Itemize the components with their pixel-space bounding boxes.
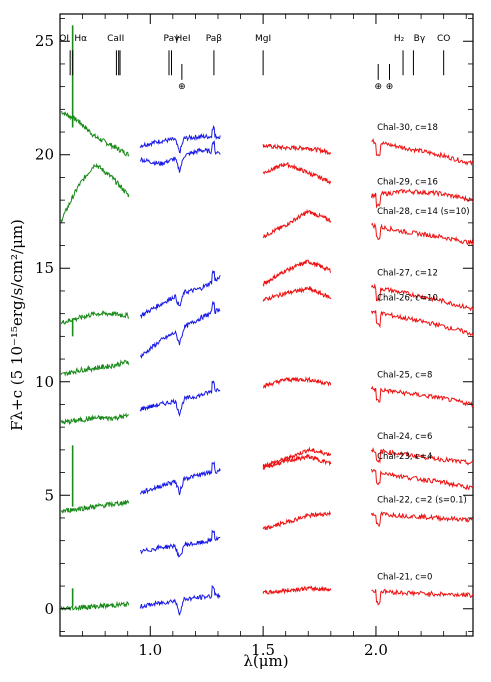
x-tick-label: 1.5: [251, 641, 275, 659]
curve-label: Chal-30, c=18: [377, 123, 438, 133]
spectrum-h-curve: [262, 453, 332, 470]
y-tick-label: 0: [44, 600, 54, 618]
spectrum-k-curve: [371, 588, 474, 606]
y-tick-label: 5: [44, 486, 54, 504]
telluric-symbol: ⊕: [386, 82, 394, 92]
spectrum-k-curve: [371, 137, 474, 166]
line-marker-label: CaII: [107, 34, 124, 44]
y-tick-label: 15: [35, 259, 54, 277]
spectrum-opt-curve: [60, 499, 130, 514]
line-marker-label: H₂: [394, 34, 405, 44]
ticks-layer: 1.0 1.5 2.0 0 5 10 15 20 25: [35, 14, 473, 659]
spectrum-opt-curve: [60, 600, 130, 612]
spectrum-opt-curve: [60, 412, 130, 426]
spectrum-h-curve: [262, 376, 332, 389]
curve-label: Chal-21, c=0: [377, 573, 432, 583]
spectrum-j-curve: [139, 380, 221, 418]
spectrum-k-curve: [370, 188, 474, 209]
curve-label: Chal-27, c=12: [377, 268, 438, 278]
spectrum-opt-curve: [60, 162, 130, 224]
telluric-symbol: ⊕: [374, 82, 382, 92]
spectrum-opt-curve: [61, 111, 130, 157]
curve-labels-layer: Chal-30, c=18 Chal-29, c=16 Chal-28, c=14 …: [377, 123, 470, 582]
y-axis-title: Fλ+c (5 10⁻¹⁵erg/s/cm²/μm): [8, 219, 26, 431]
x-axis-title: λ(μm): [243, 652, 288, 670]
line-marker-label: CO: [437, 34, 450, 44]
line-marker-label: Bγ: [414, 34, 426, 44]
y-tick-label: 25: [35, 32, 54, 50]
spectrum-h-curve: [262, 143, 332, 156]
curve-label: Chal-28, c=14 (s=10): [377, 207, 470, 217]
curve-label: Chal-26, c=10: [377, 293, 438, 303]
spectrum-j-curve: [139, 584, 221, 616]
spectrum-k-curve: [371, 222, 474, 246]
spectrum-h-curve: [262, 585, 332, 595]
spectrum-k-curve: [370, 468, 474, 491]
spectrum-k-curve: [370, 310, 474, 336]
line-marker-label: Paγ: [164, 34, 181, 44]
spectrum-h-curve: [263, 208, 332, 239]
curve-label: Chal-29, c=16: [377, 178, 438, 188]
line-marker-label: MgI: [255, 34, 271, 44]
spectrum-j-curve: [139, 269, 221, 320]
curve-label: Chal-23, c=4: [377, 452, 432, 462]
line-marker-label: HeI: [176, 34, 191, 44]
curves-layer: [60, 25, 474, 616]
spectrum-j-curve: [139, 301, 221, 359]
telluric-symbol: ⊕: [178, 82, 186, 92]
spectrum-k-curve: [370, 447, 474, 466]
spectrum-k-curve: [370, 385, 474, 408]
y-tick-label: 20: [35, 146, 54, 164]
spectrum-opt-curve: [60, 359, 130, 377]
spectrum-j-curve: [139, 124, 221, 154]
line-marker-label: Hα: [74, 34, 87, 44]
x-tick-label: 2.0: [364, 641, 388, 659]
plot-frame: [59, 13, 474, 637]
curve-label: Chal-22, c=2 (s=0.1): [377, 495, 467, 505]
y-tick-label: 10: [35, 373, 54, 391]
spectrum-k-curve: [370, 283, 474, 312]
spectrum-j-curve: [139, 460, 221, 496]
x-tick-label: 1.0: [138, 641, 162, 659]
line-marker-label: Paβ: [206, 34, 223, 44]
spectrum-h-curve: [262, 510, 331, 531]
spectrum-h-curve: [262, 162, 332, 185]
spectrum-k-curve: [370, 511, 474, 528]
curve-label: Chal-24, c=6: [377, 432, 432, 442]
spectrum-opt-curve: [60, 310, 130, 325]
line-marker-label: OI: [59, 34, 69, 44]
curve-label: Chal-25, c=8: [377, 370, 432, 380]
spectrum-j-curve: [140, 529, 221, 558]
spectrum-j-curve: [139, 140, 221, 173]
spectrum-h-curve: [262, 259, 332, 288]
spectrum-h-curve: [262, 285, 332, 302]
